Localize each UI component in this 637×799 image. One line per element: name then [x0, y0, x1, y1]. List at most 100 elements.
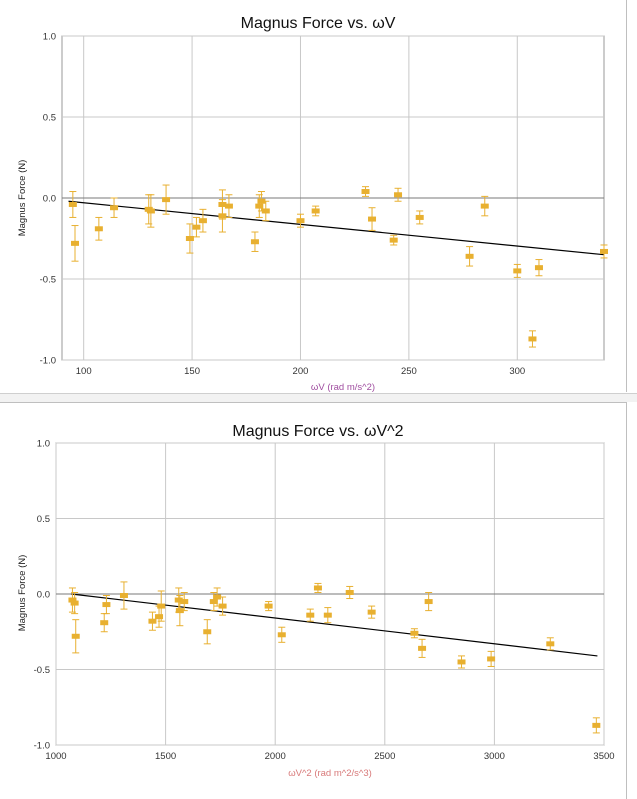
data-point [157, 590, 166, 622]
point-marker [218, 213, 227, 219]
point-marker [175, 608, 184, 614]
point-marker [600, 248, 608, 254]
y-tick-label: 1.0 [37, 439, 50, 450]
y-axis-label: Magnus Force (N) [17, 555, 28, 632]
data-point [203, 619, 212, 645]
data-point [277, 626, 286, 643]
data-point [306, 608, 315, 622]
point-marker [480, 203, 489, 209]
data-point [592, 717, 601, 734]
point-marker [546, 641, 555, 647]
x-tick-label: 250 [401, 366, 417, 377]
data-point [261, 200, 270, 222]
data-point [546, 637, 555, 651]
point-marker [424, 599, 433, 605]
x-tick-label: 3000 [484, 751, 505, 762]
x-axis-label: ωV (rad m/s^2) [311, 382, 375, 392]
data-point [68, 191, 77, 218]
point-marker [71, 633, 80, 639]
data-point [102, 595, 111, 615]
data-point [600, 244, 608, 259]
data-point [264, 601, 273, 612]
point-marker [110, 205, 119, 211]
data-point [192, 216, 201, 238]
point-marker [180, 599, 189, 605]
data-point [198, 208, 207, 233]
point-marker [513, 268, 522, 274]
point-marker [368, 216, 377, 222]
data-point [394, 187, 403, 202]
fit-line [71, 593, 598, 657]
data-point [162, 184, 171, 215]
data-point [185, 223, 194, 254]
fit-line [68, 200, 605, 256]
point-marker [213, 594, 222, 600]
data-point [148, 611, 157, 631]
data-point [513, 263, 522, 278]
point-marker [367, 609, 376, 615]
point-marker [257, 198, 266, 204]
x-tick-label: 300 [509, 366, 525, 377]
magnus-force-vs-wv-chart: Magnus Force vs. ωV 100 150 200 250 300 -1.0 -… [17, 15, 608, 392]
point-marker [528, 336, 537, 342]
y-tick-label: -0.5 [34, 665, 50, 676]
data-point [146, 194, 155, 228]
data-point [415, 210, 424, 225]
point-marker [209, 599, 218, 605]
point-marker [218, 603, 227, 609]
point-marker [264, 603, 273, 609]
point-marker [394, 192, 403, 198]
y-axis-label: Magnus Force (N) [17, 160, 28, 237]
y-tick-label: -1.0 [40, 356, 56, 367]
point-marker [155, 614, 164, 620]
data-point [487, 650, 496, 667]
y-tick-label: -0.5 [40, 275, 56, 286]
data-point [296, 213, 305, 228]
point-marker [296, 218, 305, 224]
point-marker [162, 197, 171, 203]
point-marker [306, 612, 315, 618]
data-point [119, 581, 128, 610]
x-tick-label: 1500 [155, 751, 176, 762]
data-point [218, 199, 227, 233]
point-marker [146, 208, 155, 214]
data-point [368, 207, 377, 231]
x-tick-label: 200 [293, 366, 309, 377]
data-point [323, 607, 332, 624]
point-marker [389, 237, 398, 243]
x-tick-label: 2500 [374, 751, 395, 762]
point-marker [192, 224, 201, 230]
point-marker [487, 656, 496, 662]
data-point [457, 655, 466, 669]
data-point [361, 186, 370, 197]
x-axis-label: ωV^2 (rad m^2/s^3) [288, 768, 372, 779]
data-point [345, 585, 354, 600]
point-marker [71, 240, 80, 246]
data-point [180, 591, 189, 612]
data-point [410, 628, 419, 639]
y-tick-label: 1.0 [43, 32, 56, 43]
y-tick-label: 0.5 [43, 113, 56, 124]
data-point [175, 595, 184, 627]
point-marker [224, 203, 233, 209]
data-point [534, 259, 543, 277]
x-tick-label: 3500 [593, 751, 614, 762]
data-point [71, 225, 80, 262]
point-marker [102, 602, 111, 608]
x-tick-label: 2000 [265, 751, 286, 762]
data-point [480, 195, 489, 217]
magnus-force-vs-wv2-chart: Magnus Force vs. ωV^2 1000 1500 2000 2500 30… [17, 423, 615, 779]
point-marker [70, 600, 79, 606]
point-marker [361, 189, 370, 195]
chart-frame-1 [0, 0, 627, 392]
data-point [218, 596, 227, 616]
point-marker [68, 201, 77, 207]
point-marker [418, 645, 427, 651]
point-marker [457, 659, 466, 665]
point-marker [250, 239, 259, 245]
data-point [94, 216, 103, 241]
point-marker [148, 618, 157, 624]
point-marker [410, 630, 419, 636]
point-marker [592, 722, 601, 728]
y-tick-label: 0.0 [43, 194, 56, 205]
